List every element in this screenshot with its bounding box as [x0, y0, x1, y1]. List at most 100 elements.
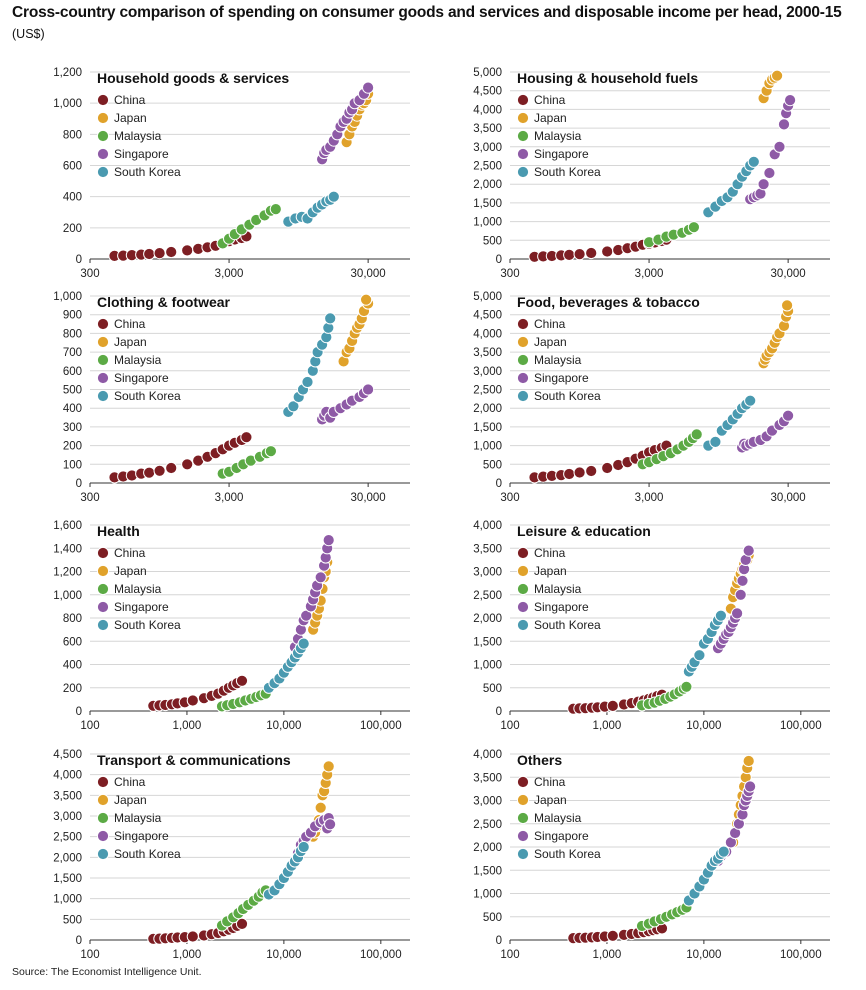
y-tick-label: 200 — [63, 441, 82, 453]
x-tick-label: 100,000 — [780, 720, 822, 732]
y-tick-label: 1,000 — [473, 889, 502, 901]
y-tick-label: 2,500 — [473, 161, 502, 173]
y-tick-label: 400 — [63, 403, 82, 415]
legend-label-singapore: Singapore — [114, 371, 169, 385]
x-tick-label: 10,000 — [686, 949, 721, 961]
x-tick-label: 100 — [500, 949, 519, 961]
y-tick-label: 4,500 — [53, 749, 82, 761]
legend-label-malaysia: Malaysia — [534, 353, 582, 367]
point-south-korea — [744, 394, 757, 407]
point-malaysia — [690, 428, 703, 441]
legend-marker-japan — [96, 111, 110, 125]
legend-marker-china — [96, 546, 110, 560]
legend-label-japan: Japan — [534, 335, 567, 349]
panel-title: Clothing & footwear — [97, 294, 231, 310]
x-tick-label: 10,000 — [266, 949, 301, 961]
y-tick-label: 5,000 — [473, 67, 502, 79]
panel-title: Transport & communications — [97, 752, 291, 768]
y-tick-label: 4,000 — [473, 328, 502, 340]
y-tick-label: 2,000 — [473, 613, 502, 625]
legend-label-malaysia: Malaysia — [114, 582, 162, 596]
y-tick-label: 0 — [76, 254, 82, 266]
point-china — [186, 694, 199, 707]
legend-label-malaysia: Malaysia — [534, 582, 582, 596]
y-tick-label: 3,500 — [473, 347, 502, 359]
point-china — [601, 245, 614, 258]
y-tick-label: 4,000 — [473, 104, 502, 116]
x-tick-label: 3,000 — [215, 492, 244, 504]
y-tick-label: 1,000 — [53, 894, 82, 906]
legend-label-japan: Japan — [534, 793, 567, 807]
y-tick-label: 1,000 — [473, 217, 502, 229]
legend-marker-japan — [516, 335, 530, 349]
y-tick-label: 600 — [63, 636, 82, 648]
legend-marker-malaysia — [516, 582, 530, 596]
y-tick-label: 500 — [483, 912, 502, 924]
x-tick-label: 3,000 — [215, 268, 244, 280]
y-tick-label: 5,000 — [473, 291, 502, 303]
legend-marker-singapore — [96, 829, 110, 843]
point-china — [143, 466, 156, 479]
legend-label-japan: Japan — [534, 111, 567, 125]
point-south-korea — [297, 840, 310, 854]
legend-label-japan: Japan — [534, 564, 567, 578]
panel-3: 0 100 200 300 400 500 600 700 800 900 1,000 300 3,00… — [53, 291, 410, 504]
legend-label-china: China — [534, 93, 566, 107]
panel-title: Health — [97, 523, 140, 539]
y-tick-label: 600 — [63, 366, 82, 378]
panel-1: 0 200 400 600 800 1,000 1,200 300 3,000 30,000 Hou… — [53, 67, 410, 280]
panel-8: 0 500 1,000 1,500 2,000 2,500 3,000 3,500 4,000 1… — [473, 749, 830, 961]
y-tick-label: 4,500 — [473, 310, 502, 322]
legend-label-china: China — [534, 317, 566, 331]
legend-label-south-korea: South Korea — [534, 165, 601, 179]
point-china — [153, 464, 166, 477]
legend-marker-china — [516, 93, 530, 107]
point-singapore — [731, 607, 744, 620]
legend-marker-china — [516, 546, 530, 560]
x-tick-label: 300 — [80, 492, 99, 504]
x-tick-label: 100 — [500, 720, 519, 732]
point-singapore — [773, 140, 786, 153]
x-tick-label: 1,000 — [173, 949, 202, 961]
point-china — [563, 467, 576, 481]
legend-marker-singapore — [516, 829, 530, 843]
legend-marker-singapore — [96, 147, 110, 161]
point-south-korea — [327, 190, 340, 203]
point-south-korea — [287, 400, 300, 413]
legend-marker-china — [516, 317, 530, 331]
y-tick-label: 200 — [63, 223, 82, 235]
x-tick-label: 300 — [500, 268, 519, 280]
point-japan — [360, 293, 373, 306]
panel-title: Others — [517, 752, 562, 768]
point-singapore — [734, 588, 747, 601]
y-tick-label: 0 — [76, 706, 82, 718]
y-tick-label: 0 — [496, 254, 502, 266]
y-tick-label: 1,500 — [53, 873, 82, 885]
chart-title: Cross-country comparison of spending on … — [12, 4, 842, 21]
y-tick-label: 1,500 — [473, 198, 502, 210]
legend-label-japan: Japan — [114, 564, 147, 578]
y-tick-label: 1,000 — [473, 660, 502, 672]
legend-label-singapore: Singapore — [114, 600, 169, 614]
x-tick-label: 3,000 — [635, 492, 664, 504]
x-tick-label: 10,000 — [686, 720, 721, 732]
y-tick-label: 500 — [63, 385, 82, 397]
y-tick-label: 3,000 — [473, 567, 502, 579]
unit-label: (US$) — [12, 27, 45, 41]
point-singapore — [736, 574, 749, 587]
y-tick-label: 600 — [63, 161, 82, 173]
legend-label-singapore: Singapore — [534, 829, 589, 843]
legend-marker-malaysia — [96, 811, 110, 825]
legend-marker-china — [96, 93, 110, 107]
panel-4: 0 500 1,000 1,500 2,000 2,500 3,000 3,500 4,000 4… — [473, 291, 830, 504]
y-tick-label: 700 — [63, 347, 82, 359]
legend-marker-south-korea — [516, 847, 530, 861]
y-tick-label: 0 — [76, 935, 82, 947]
point-japan — [322, 760, 335, 773]
y-tick-label: 3,000 — [473, 366, 502, 378]
point-south-korea — [714, 609, 728, 622]
point-singapore — [744, 780, 757, 793]
legend-label-japan: Japan — [114, 793, 147, 807]
x-tick-label: 30,000 — [351, 492, 386, 504]
